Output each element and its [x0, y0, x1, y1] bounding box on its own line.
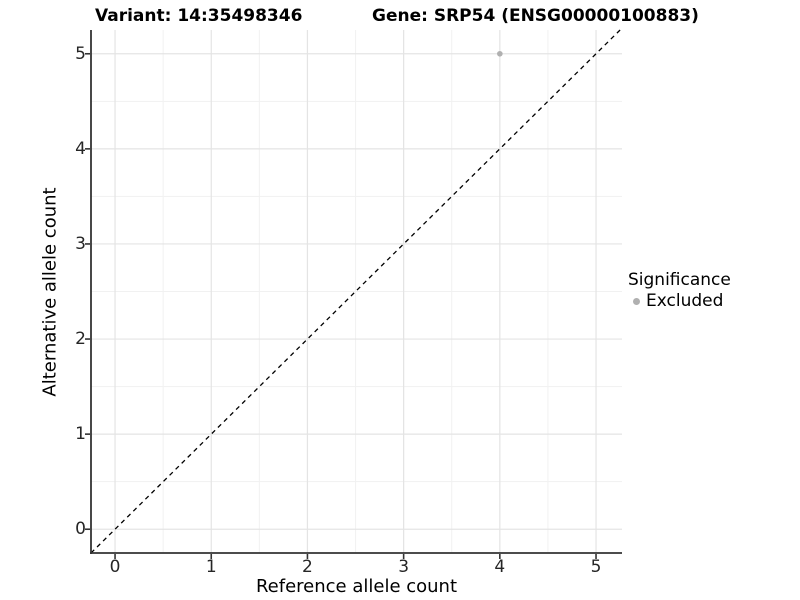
legend-title: Significance [628, 270, 731, 290]
x-tick-label: 4 [494, 557, 506, 577]
x-axis-title: Reference allele count [255, 576, 458, 597]
legend-item-label: Excluded [646, 291, 724, 311]
y-tick-label: 5 [75, 43, 86, 64]
data-point [497, 50, 503, 57]
plot-title-variant: Variant: 14:35498346 [95, 6, 303, 26]
x-tick-label: 2 [302, 557, 313, 577]
x-tick-label: 3 [398, 557, 410, 577]
legend-items: Excluded [628, 291, 731, 311]
y-tick-label: 3 [75, 233, 86, 254]
legend-point-icon [633, 297, 640, 305]
y-axis-title: Alternative allele count [39, 187, 61, 397]
legend: Significance Excluded [628, 270, 731, 311]
x-tick-label: 5 [590, 557, 602, 577]
x-tick-label: 1 [205, 557, 217, 577]
legend-item: Excluded [628, 291, 731, 311]
y-tick-label: 0 [75, 519, 86, 540]
y-tick-label: 2 [75, 329, 86, 350]
x-tick-label: 0 [109, 557, 121, 577]
y-tick-label: 4 [75, 138, 86, 159]
plot-title-gene: Gene: SRP54 (ENSG00000100883) [372, 6, 699, 26]
y-tick-label: 1 [75, 424, 86, 445]
